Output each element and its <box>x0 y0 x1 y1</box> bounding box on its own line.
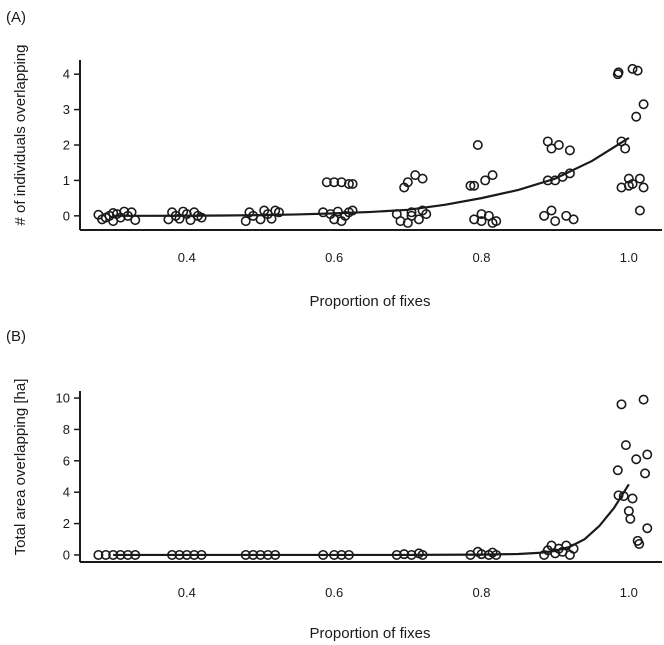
panel-b-data-point <box>612 465 623 476</box>
panel-a-data-point <box>627 63 638 74</box>
panel-a-data-point <box>343 178 354 189</box>
panel-a-y-tick-label: 0 <box>63 208 70 223</box>
panel-a-data-point <box>255 214 266 225</box>
panel-a-data-point <box>627 178 638 189</box>
panel-b-x-tick-label: 0.4 <box>178 585 196 600</box>
panel-b-data-point <box>93 549 104 560</box>
panel-a-y-tick-label: 2 <box>63 138 70 153</box>
panel-a-x-axis-title: Proportion of fixes <box>310 293 431 310</box>
panel-b-x-tick-label: 1.0 <box>620 585 638 600</box>
panel-a-data-point <box>472 140 483 151</box>
panel-a-data-point <box>421 209 432 220</box>
panel-a-data-point <box>568 214 579 225</box>
panel-b-y-axis-title: Total area overlapping [ha] <box>12 379 29 556</box>
panel-a-data-point <box>329 177 340 188</box>
panel-b-x-axis-title: Proportion of fixes <box>310 625 431 642</box>
panel-b-data-point <box>642 449 653 460</box>
panel-b-data-point <box>634 538 645 549</box>
panel-a-x-tick-label: 0.6 <box>325 250 343 265</box>
panel-b-data-point <box>640 468 651 479</box>
panel-b-y-tick-label: 2 <box>63 516 70 531</box>
panel-a-data-point <box>347 205 358 216</box>
panel-b-data-point <box>642 523 653 534</box>
panel-b-y-tick-label: 4 <box>63 485 70 500</box>
panel-a-y-axis-title: # of individuals overlapping <box>12 45 29 226</box>
panel-a-data-point <box>550 216 561 227</box>
panel-a-data-point <box>638 99 649 110</box>
panel-a-data-point <box>240 216 251 227</box>
panel-a-data-point <box>546 205 557 216</box>
panel-b: (B) Total area overlapping [ha] Proporti… <box>6 328 662 642</box>
panel-b-data-point <box>616 399 627 410</box>
panel-a-plot: 0 1 2 3 4 0.4 0.6 0.8 1.0 <box>63 60 662 265</box>
panel-a-x-tick-label: 0.8 <box>472 250 490 265</box>
panel-a-data-point <box>406 207 417 218</box>
panel-a-fit-curve <box>113 136 630 217</box>
panel-a-x-tick-label: 0.4 <box>178 250 196 265</box>
panel-b-x-tick-label: 0.6 <box>325 585 343 600</box>
panel-a-data-point <box>130 215 141 226</box>
panel-a-data-point <box>620 143 631 154</box>
panel-a-data-point <box>108 208 119 219</box>
panel-a-data-point <box>332 206 343 217</box>
panel-a-data-point <box>487 170 498 181</box>
panel-a: (A) # of individuals overlapping Proport… <box>6 9 662 310</box>
panel-a-data-point <box>321 177 332 188</box>
panel-a-y-tick-label: 1 <box>63 173 70 188</box>
panel-a-data-point <box>480 175 491 186</box>
panel-b-data-point <box>627 493 638 504</box>
panel-a-data-point <box>273 207 284 218</box>
panel-b-y-tick-label: 8 <box>63 422 70 437</box>
panel-b-y-tick-label: 0 <box>63 547 70 562</box>
panel-a-data-point <box>539 210 550 221</box>
panel-a-y-tick-label: 3 <box>63 102 70 117</box>
panel-a-data-point <box>564 145 575 156</box>
panel-a-y-tick-label: 4 <box>63 67 70 82</box>
panel-a-data-point <box>402 177 413 188</box>
panel-a-data-point <box>632 65 643 76</box>
panel-a-data-point <box>476 216 487 227</box>
panel-a-data-point <box>631 111 642 122</box>
panel-b-y-tick-label: 6 <box>63 453 70 468</box>
panel-a-data-point <box>417 173 428 184</box>
panel-a-label: (A) <box>6 9 26 26</box>
panel-a-data-point <box>491 216 502 227</box>
panel-a-x-tick-label: 1.0 <box>620 250 638 265</box>
panel-b-x-tick-label: 0.8 <box>472 585 490 600</box>
panel-a-data-point <box>553 140 564 151</box>
panel-a-data-point <box>634 205 645 216</box>
panel-a-data-point <box>413 214 424 225</box>
panel-b-fit-curve <box>113 483 630 557</box>
panel-a-data-point <box>347 178 358 189</box>
panel-b-label: (B) <box>6 328 26 345</box>
panel-b-data-point <box>638 394 649 405</box>
panel-b-data-point <box>100 549 111 560</box>
panel-a-data-point <box>469 180 480 191</box>
panel-a-data-point <box>638 182 649 193</box>
panel-a-data-point <box>634 173 645 184</box>
panel-a-data-point <box>196 212 207 223</box>
panel-a-data-point <box>613 67 624 78</box>
panel-b-data-point <box>623 506 634 517</box>
panel-a-data-point <box>465 180 476 191</box>
panel-b-data-point <box>631 454 642 465</box>
panel-b-plot: 0 2 4 6 8 10 0.4 0.6 0.8 1.0 <box>56 391 662 600</box>
panel-b-data-point <box>625 513 636 524</box>
panel-b-data-point <box>620 440 631 451</box>
panel-b-y-tick-label: 10 <box>56 391 70 406</box>
